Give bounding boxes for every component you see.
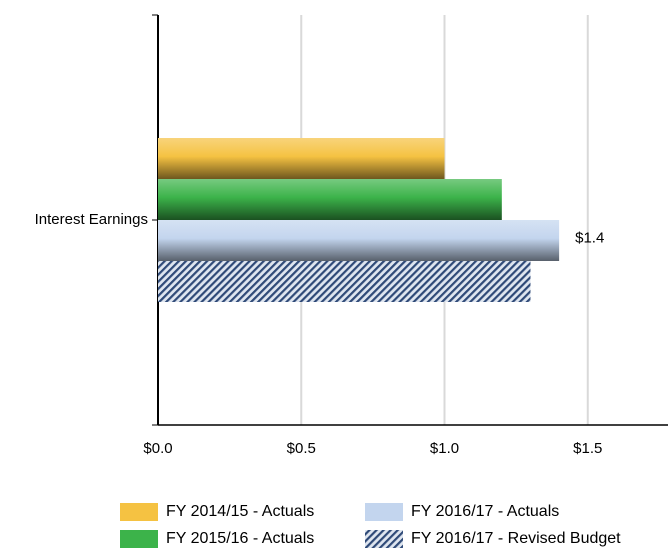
bar xyxy=(158,220,560,261)
data-label: $1.4 xyxy=(575,229,604,246)
legend-label: FY 2016/17 - Actuals xyxy=(411,503,559,520)
x-tick-label: $0.0 xyxy=(143,440,172,457)
bar xyxy=(158,261,531,302)
bar xyxy=(158,179,502,220)
x-tick-label: $1.0 xyxy=(430,440,459,457)
legend-label: FY 2015/16 - Actuals xyxy=(166,530,314,547)
bar xyxy=(158,138,445,179)
legend-swatch xyxy=(120,503,158,521)
legend-label: FY 2014/15 - Actuals xyxy=(166,503,314,520)
x-tick-label: $0.5 xyxy=(287,440,316,457)
legend-swatch xyxy=(120,530,158,548)
legend-label: FY 2016/17 - Revised Budget xyxy=(411,530,621,547)
legend-swatch xyxy=(365,503,403,521)
y-tick-label: Interest Earnings xyxy=(35,211,148,228)
legend-swatch xyxy=(365,530,403,548)
x-tick-label: $1.5 xyxy=(573,440,602,457)
